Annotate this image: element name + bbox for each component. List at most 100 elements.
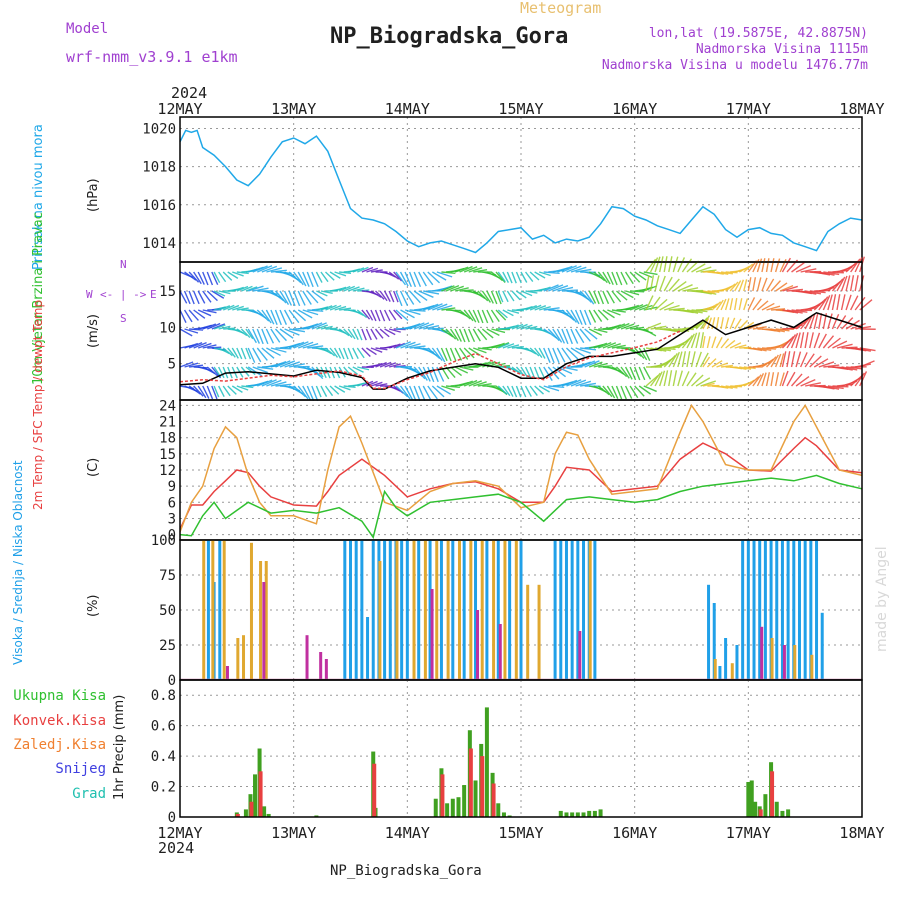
y-tick-label: 50 xyxy=(159,603,176,619)
wind-barb xyxy=(791,309,808,313)
wind-barb xyxy=(765,372,771,387)
wind-barb xyxy=(743,263,754,273)
bar-0 xyxy=(354,540,358,680)
wind-barb xyxy=(320,305,333,311)
x-tick-label-bottom: 17MAY xyxy=(726,824,771,842)
wind-barb xyxy=(431,366,439,383)
bar-0 xyxy=(576,540,580,680)
wind-barb xyxy=(706,317,712,330)
wind-barb xyxy=(320,385,328,397)
wind-barb xyxy=(395,341,411,349)
wind-barb xyxy=(236,285,249,292)
wind-barb xyxy=(511,271,517,284)
wind-barb xyxy=(538,385,550,393)
wind-barb xyxy=(507,324,519,330)
wind-barb xyxy=(222,347,233,357)
wind-barb xyxy=(213,271,221,283)
series-line-1 xyxy=(179,403,863,533)
wind-barb xyxy=(399,290,409,306)
wind-barb xyxy=(279,309,288,325)
wind-barb xyxy=(543,385,560,392)
wind-barb xyxy=(752,347,767,352)
wind-barb xyxy=(593,342,608,349)
wind-barb xyxy=(289,328,306,333)
wind-barb xyxy=(711,271,724,275)
wind-barb xyxy=(638,366,646,381)
bar-0 xyxy=(417,540,421,680)
wind-barb xyxy=(611,290,622,303)
wind-barb xyxy=(311,366,324,380)
wind-barb xyxy=(711,360,723,368)
wind-barb xyxy=(543,366,553,381)
wind-barb xyxy=(624,271,634,285)
wind-barb xyxy=(184,362,199,368)
wind-barb xyxy=(400,341,416,349)
wind-barb xyxy=(481,309,489,324)
wind-barb xyxy=(686,372,697,387)
wind-barb xyxy=(849,275,855,292)
wind-barb xyxy=(370,269,383,273)
wind-barb xyxy=(302,290,312,305)
wind-barb xyxy=(495,271,506,284)
wind-barb xyxy=(813,332,821,349)
wind-barb xyxy=(218,271,227,283)
wind-barb xyxy=(716,271,729,276)
wind-barb xyxy=(611,323,626,330)
wind-barb xyxy=(236,385,249,391)
wind-barb xyxy=(427,327,444,330)
wind-barb xyxy=(524,271,534,282)
wind-barb xyxy=(686,260,700,273)
wind-barb xyxy=(715,337,723,349)
wind-barb xyxy=(529,385,538,396)
wind-barb xyxy=(634,347,645,359)
bar-0 xyxy=(809,540,813,680)
wind-barb xyxy=(306,290,319,304)
wind-barb xyxy=(270,347,287,353)
wind-barb xyxy=(525,290,538,294)
wind-barb xyxy=(197,290,206,304)
wind-barb xyxy=(770,280,781,292)
wind-barb xyxy=(270,328,281,343)
wind-barb xyxy=(765,258,770,273)
wind-barb xyxy=(393,271,403,282)
wind-barb xyxy=(547,328,560,342)
wind-barb xyxy=(850,258,861,273)
bar-0 xyxy=(366,617,370,680)
wind-barb xyxy=(813,358,829,368)
wind-barb xyxy=(241,285,253,292)
wind-barb xyxy=(334,286,347,292)
wind-barb xyxy=(734,318,742,330)
wind-barb xyxy=(325,271,335,281)
wind-barb xyxy=(565,328,573,345)
wind-barb xyxy=(645,295,654,311)
wind-barb xyxy=(468,309,477,323)
wind-barb xyxy=(743,279,748,292)
wind-barb xyxy=(761,277,768,292)
bar-0 xyxy=(519,540,523,680)
wind-barb xyxy=(629,271,641,283)
wind-barb xyxy=(352,267,365,273)
wind-barb xyxy=(247,347,256,363)
wind-barb xyxy=(450,285,464,292)
wind-barb xyxy=(804,314,814,330)
wind-barb xyxy=(441,285,455,292)
wind-barb xyxy=(334,305,347,311)
wind-barb xyxy=(352,287,365,292)
wind-barb xyxy=(202,323,217,330)
wind-barb xyxy=(720,298,727,311)
wind-barb xyxy=(320,325,333,330)
wind-barb xyxy=(502,385,511,397)
bar-1 xyxy=(480,756,485,817)
wind-barb xyxy=(468,380,482,387)
bar-0 xyxy=(758,540,762,680)
wind-barb xyxy=(836,343,853,349)
wind-barb xyxy=(283,290,292,306)
wind-barb xyxy=(597,309,609,321)
wind-barb xyxy=(831,313,840,330)
wind-barb xyxy=(311,385,319,402)
wind-barb xyxy=(756,300,769,311)
elevation-label: Nadmorska Visina 1115m xyxy=(696,42,868,57)
wind-barb xyxy=(795,375,810,387)
wind-barb xyxy=(790,332,799,349)
wind-barb xyxy=(529,304,542,311)
